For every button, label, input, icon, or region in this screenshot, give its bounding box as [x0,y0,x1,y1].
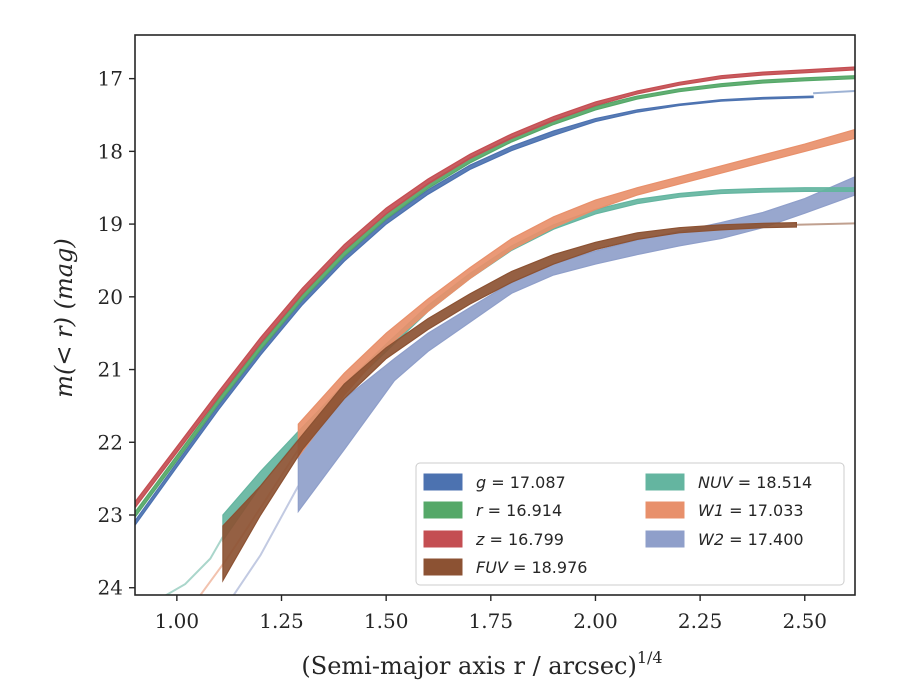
series-extension-line [796,222,855,226]
legend-swatch-z [423,530,463,548]
x-tick-label: 2.25 [678,609,723,633]
series-extension-line [232,485,300,595]
legend-swatch-w2 [645,530,685,548]
legend-label-r: r = 16.914 [476,501,562,520]
legend-label-z: z = 16.799 [475,530,564,549]
legend-label-w2: W2 = 17.400 [698,530,804,549]
x-axis-label-superscript: 1/4 [637,648,663,667]
legend-swatch-nuv [645,473,685,491]
x-axis-label-main: (Semi-major axis r / arcsec) [301,652,636,680]
y-tick-label: 21 [98,358,123,382]
y-tick-label: 19 [98,212,123,236]
legend-swatch-g [423,473,463,491]
series-band-w2 [297,176,855,514]
legend-label-g: g = 17.087 [476,473,566,492]
series-band-fuv [222,221,797,583]
legend: g = 17.087 r = 16.914 z = 16.799 FUV = 18.9… [415,462,845,586]
y-tick-label: 24 [98,576,123,600]
legend-swatch-w1 [645,501,685,519]
plot-border [134,34,856,596]
x-tick-label: 1.25 [259,609,304,633]
axis-ticks: 1.00 1.25 1.50 1.75 2.00 2.25 2.50 17 18 19 20 21 22… [98,67,827,633]
series-band-w1 [297,128,855,459]
x-tick-label: 1.50 [364,609,409,633]
series-extension-line [164,536,224,595]
y-axis-label: m(< r) (mag) [50,238,78,397]
plot-frame [134,34,856,596]
legend-swatch-fuv [423,558,463,576]
x-tick-label: 1.75 [469,609,514,633]
series-extension-line [813,90,855,95]
legend-swatch-r [423,501,463,519]
x-tick-label: 1.00 [155,609,200,633]
x-tick-label: 2.00 [573,609,618,633]
y-tick-label: 23 [98,503,123,527]
legend-label-nuv: NUV = 18.514 [698,473,812,492]
y-tick-label: 20 [98,285,123,309]
y-tick-label: 17 [98,67,123,91]
series-band-z [135,66,855,509]
y-tick-label: 18 [98,139,123,163]
series-layer [135,66,855,595]
x-tick-label: 2.50 [783,609,828,633]
x-axis-label: (Semi-major axis r / arcsec)1/4 [301,648,662,680]
legend-label-fuv: FUV = 18.976 [476,558,587,577]
legend-box [415,462,845,586]
legend-label-w1: W1 = 17.033 [698,501,804,520]
y-tick-label: 22 [98,430,123,454]
